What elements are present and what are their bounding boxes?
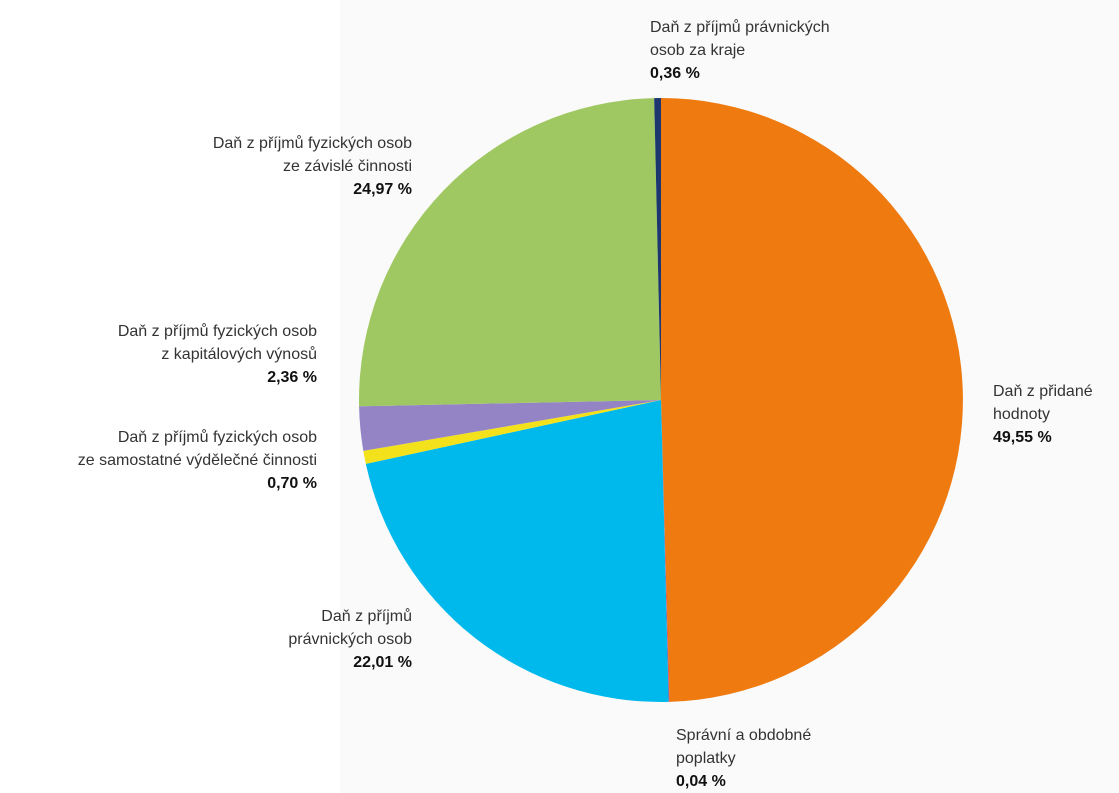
slice-value: 0,36 % <box>650 65 700 82</box>
slice-label-capital: Daň z příjmů fyzických osob z kapitálový… <box>118 320 317 389</box>
slice-label-corporate-regions: Daň z příjmů právnických osob za kraje 0… <box>650 16 830 85</box>
slice-label-self-employed: Daň z příjmů fyzických osob ze samostatn… <box>78 426 317 495</box>
slice-label-vat: Daň z přidané hodnoty 49,55 % <box>993 380 1093 449</box>
slice-value: 0,04 % <box>676 773 726 790</box>
slice-name: Správní a obdobné poplatky <box>676 727 812 767</box>
slice-name: Daň z příjmů právnických osob <box>288 608 412 648</box>
pie-slice-capital <box>359 400 661 451</box>
pie-slice-vat <box>661 98 963 702</box>
slice-value: 0,70 % <box>267 475 317 492</box>
slice-value: 22,01 % <box>353 654 412 671</box>
pie-slice-corporate <box>365 400 669 702</box>
slice-name: Daň z příjmů fyzických osob ze samostatn… <box>77 429 317 469</box>
slice-value: 2,36 % <box>267 369 317 386</box>
slice-label-employment: Daň z příjmů fyzických osob ze závislé č… <box>213 132 412 201</box>
slice-value: 49,55 % <box>993 429 1052 446</box>
pie-slice-corporate-regions <box>654 98 661 400</box>
slice-label-fees: Správní a obdobné poplatky 0,04 % <box>676 724 811 793</box>
pie-slice-fees <box>661 400 670 702</box>
slice-name: Daň z přidané hodnoty <box>993 383 1093 423</box>
pie-slices <box>359 98 963 702</box>
slice-name: Daň z příjmů fyzických osob ze závislé č… <box>212 135 412 175</box>
slice-value: 24,97 % <box>353 181 412 198</box>
pie-slice-employment <box>359 98 661 407</box>
slice-label-corporate: Daň z příjmů právnických osob 22,01 % <box>288 605 412 674</box>
slice-name: Daň z příjmů právnických osob za kraje <box>650 19 830 59</box>
slice-name: Daň z příjmů fyzických osob z kapitálový… <box>117 323 317 363</box>
pie-slice-self-employed <box>363 400 661 464</box>
